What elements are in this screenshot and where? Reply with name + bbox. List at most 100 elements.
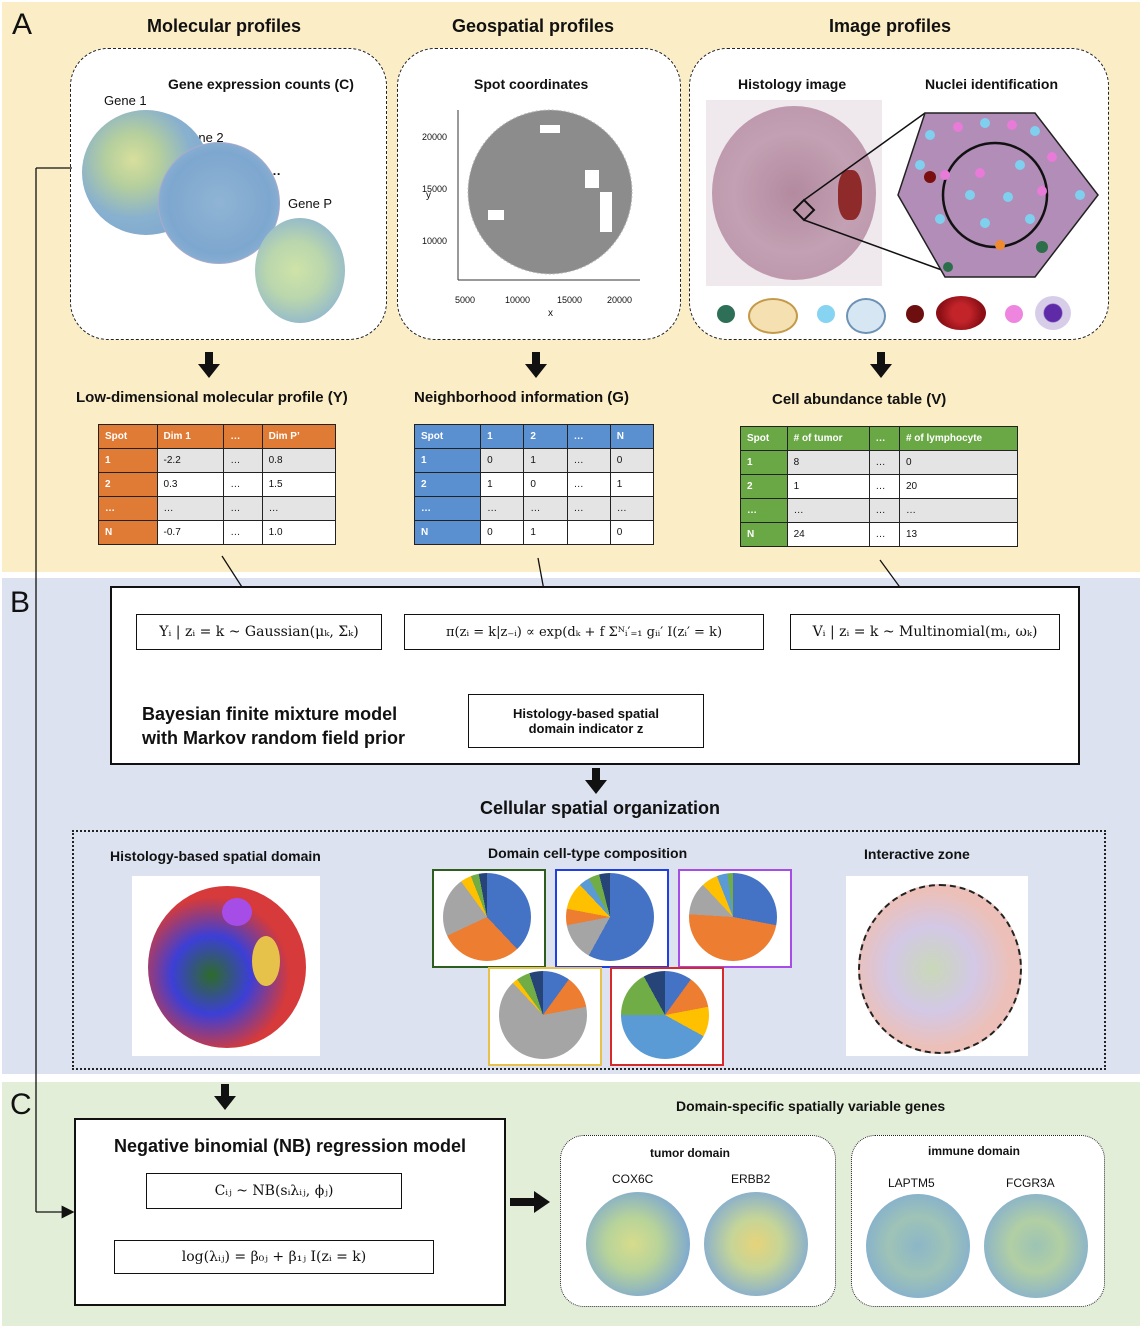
molecular-header-cell: Dim P’ <box>261 424 337 449</box>
table-row-header: N <box>413 520 482 545</box>
y-tick-3: 10000 <box>422 236 448 246</box>
table-row-header: 1 <box>98 448 158 473</box>
table-cell: … <box>868 450 900 475</box>
table-row-header: … <box>98 496 158 521</box>
table-cell: … <box>523 496 568 521</box>
composition-label: Domain cell-type composition <box>488 845 688 861</box>
cell-type-2-nucleus <box>817 305 835 323</box>
cell-type-1-cell <box>748 298 798 334</box>
multinomial-equation: Vᵢ | zᵢ = k ~ Multinomial(mᵢ, ωₖ) <box>790 614 1060 650</box>
y-tick-1: 20000 <box>422 132 448 142</box>
fcgr3a-map <box>984 1194 1088 1298</box>
table-cell: … <box>868 474 900 499</box>
molecular-profiles-title: Molecular profiles <box>146 16 302 36</box>
table-row-header: 1 <box>413 448 482 473</box>
gene-expression-label: Gene expression counts (C) <box>168 76 354 92</box>
table-cell: 0 <box>480 520 525 545</box>
cell-type-3-nucleus <box>906 305 924 323</box>
table-cell: … <box>566 472 611 497</box>
table-cell: … <box>868 522 900 547</box>
immune-domain-label: immune domain <box>928 1144 1021 1158</box>
table-cell: -0.7 <box>156 520 225 545</box>
neighbor-header-cell: Spot <box>413 424 482 449</box>
indicator-line-2: domain indicator z <box>528 721 644 736</box>
neighbor-header-cell: 2 <box>523 424 568 449</box>
neighbor-header-cell: N <box>609 424 655 449</box>
neighbor-table-title: Neighborhood information (G) <box>414 389 629 406</box>
image-profiles-title: Image profiles <box>828 16 952 36</box>
potts-equation: π(zᵢ = k|z₋ᵢ) ∝ exp(dₖ + f Σᴺᵢ′₌₁ gᵢᵢ′ I… <box>404 614 764 650</box>
molecular-header-cell: Spot <box>98 424 158 449</box>
x-tick-3: 15000 <box>557 295 583 305</box>
cellular-organization-title: Cellular spatial organization <box>479 798 721 818</box>
cell-type-4-nucleus <box>1005 305 1023 323</box>
laptm5-map <box>866 1194 970 1298</box>
y-tick-2: 15000 <box>422 184 448 194</box>
model-label-line-2: with Markov random field prior <box>142 728 406 748</box>
spatial-domain-label: Histology-based spatial domain <box>110 848 321 864</box>
table-cell: 1 <box>523 520 568 545</box>
cell-header-cell: … <box>868 426 900 451</box>
x-tick-4: 20000 <box>607 295 633 305</box>
molecular-table-title: Low-dimensional molecular profile (Y) <box>76 389 348 406</box>
cell-header-cell: # of tumor <box>786 426 870 451</box>
tumor-domain-label: tumor domain <box>650 1146 730 1160</box>
table-cell: … <box>566 448 611 473</box>
log-link-equation: log(λᵢⱼ) = β₀ⱼ + β₁ⱼ I(zᵢ = k) <box>114 1240 434 1274</box>
gaussian-equation: Yᵢ | zᵢ = k ~ Gaussian(μₖ, Σₖ) <box>136 614 382 650</box>
gene-laptm5-label: LAPTM5 <box>888 1176 935 1190</box>
gene-1-label: Gene 1 <box>104 93 147 108</box>
table-cell <box>566 520 611 545</box>
table-row-header: 1 <box>740 450 788 475</box>
table-cell: … <box>223 472 263 497</box>
table-cell: … <box>223 448 263 473</box>
model-label-line-1: Bayesian finite mixture model <box>142 704 398 724</box>
table-cell: … <box>223 496 263 521</box>
x-tick-2: 10000 <box>505 295 531 305</box>
panel-b-letter: B <box>10 586 31 619</box>
molecular-header-cell: Dim 1 <box>156 424 225 449</box>
nuclei-zoom-graphic <box>792 112 1099 278</box>
arrow-down-image <box>870 352 892 378</box>
gene-erbb2-label: ERBB2 <box>731 1172 771 1186</box>
svg-title: Domain-specific spatially variable genes <box>676 1098 946 1114</box>
neighbor-header-cell: … <box>566 424 611 449</box>
cell-type-2-cell <box>846 298 886 334</box>
table-cell: … <box>156 496 225 521</box>
table-row-header: … <box>413 496 482 521</box>
table-cell: 0 <box>480 448 525 473</box>
table-row-header: 2 <box>740 474 788 499</box>
spot-coordinates-plot <box>457 109 640 281</box>
table-cell: 0 <box>523 472 568 497</box>
pie-chart-2 <box>566 873 654 961</box>
pie-chart-3 <box>689 873 777 961</box>
cell-table-title: Cell abundance table (V) <box>772 391 947 408</box>
table-cell: 0 <box>898 450 1019 475</box>
cell-type-1-nucleus <box>717 305 735 323</box>
panel-c-letter: C <box>10 1088 32 1121</box>
nuclei-identification-label: Nuclei identification <box>925 76 1059 92</box>
pie-chart-4 <box>499 971 587 1059</box>
cox6c-map <box>586 1192 690 1296</box>
cell-header-cell: # of lymphocyte <box>898 426 1019 451</box>
table-cell: 1 <box>609 472 655 497</box>
gene-2-map <box>158 142 280 264</box>
cell-type-3-cell <box>936 296 986 330</box>
gene-cox6c-label: COX6C <box>612 1172 654 1186</box>
x-tick-1: 5000 <box>455 295 476 305</box>
molecular-table: Spot Dim 1 … Dim P’ 1 -2.2… 0.8 2 0.3… 1.5 …… <box>98 424 337 545</box>
table-cell: 1 <box>480 472 525 497</box>
cell-abundance-table: Spot # of tumor … # of lymphocyte 1 8… 0 2… <box>740 426 1019 547</box>
table-cell: 20 <box>898 474 1019 499</box>
organization-box <box>72 830 1106 1070</box>
y-axis-label: y <box>426 190 431 201</box>
arrow-down-geospatial <box>525 352 547 378</box>
arrow-right-svg <box>510 1191 550 1213</box>
gene-p-label: Gene P <box>288 196 333 211</box>
erbb2-map <box>704 1192 808 1296</box>
arrow-down-molecular <box>198 352 220 378</box>
pie-chart-1 <box>443 873 531 961</box>
nb-model-title: Negative binomial (NB) regression model <box>113 1136 467 1156</box>
table-cell: 0 <box>609 520 655 545</box>
